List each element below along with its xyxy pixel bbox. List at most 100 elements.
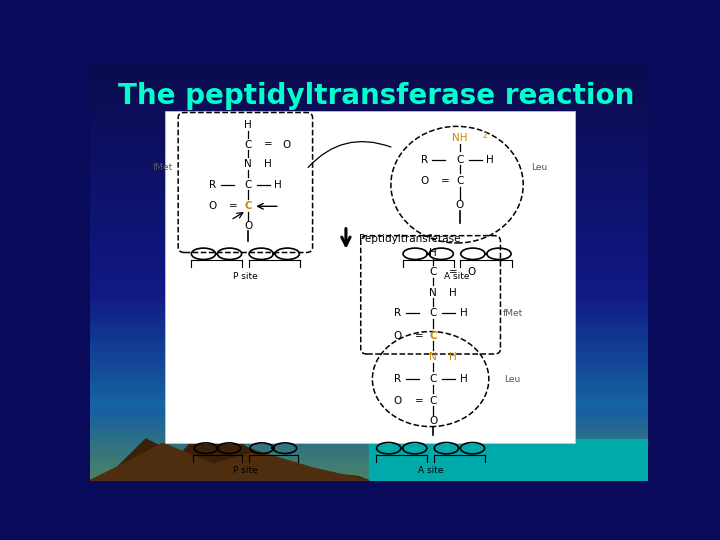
Bar	[90, 314, 648, 318]
Bar	[90, 106, 648, 110]
Bar	[90, 432, 648, 436]
Bar	[90, 366, 648, 370]
Bar	[90, 408, 648, 411]
Bar	[90, 155, 648, 158]
Text: =: =	[264, 139, 272, 150]
Bar	[90, 307, 648, 311]
Text: =: =	[449, 267, 458, 278]
Bar	[90, 211, 648, 214]
Bar	[90, 85, 648, 89]
Bar	[90, 231, 648, 234]
Bar	[90, 228, 648, 231]
Bar	[90, 245, 648, 248]
Bar	[90, 110, 648, 113]
Bar	[90, 377, 648, 380]
Bar	[90, 463, 648, 467]
Text: C: C	[430, 267, 437, 278]
Text: O: O	[468, 267, 476, 278]
Bar	[90, 363, 648, 366]
Bar	[90, 241, 648, 245]
Bar	[90, 248, 648, 252]
Bar	[90, 422, 648, 425]
Bar	[90, 467, 648, 470]
Bar	[90, 238, 648, 241]
Text: Peptidyltransferase: Peptidyltransferase	[359, 234, 461, 244]
Text: C: C	[456, 176, 464, 186]
Text: O: O	[456, 200, 464, 211]
Bar	[90, 293, 648, 297]
Text: =: =	[441, 176, 450, 186]
Bar	[90, 418, 648, 422]
Bar	[90, 415, 648, 418]
Bar	[90, 380, 648, 383]
Bar	[90, 325, 648, 328]
Text: O: O	[429, 416, 437, 427]
Bar	[90, 318, 648, 321]
Bar	[90, 453, 648, 456]
Text: N: N	[429, 353, 437, 362]
Bar	[90, 127, 648, 131]
Bar	[90, 404, 648, 408]
Bar	[90, 252, 648, 255]
Text: O: O	[420, 176, 428, 186]
Bar	[90, 134, 648, 138]
Bar	[90, 207, 648, 210]
Bar	[90, 332, 648, 335]
Bar	[369, 439, 648, 481]
Text: A site: A site	[444, 272, 470, 281]
Bar	[90, 117, 648, 120]
Bar	[90, 273, 648, 276]
Bar	[90, 290, 648, 294]
Bar	[90, 145, 648, 148]
Bar	[90, 217, 648, 221]
Bar	[90, 190, 648, 193]
Text: 2: 2	[482, 131, 487, 140]
Bar	[90, 397, 648, 401]
Bar	[90, 477, 648, 481]
Bar	[90, 269, 648, 273]
Bar	[90, 259, 648, 262]
Bar	[90, 346, 648, 349]
Text: =: =	[415, 331, 423, 341]
Text: fMet: fMet	[503, 309, 523, 318]
Bar	[90, 197, 648, 200]
Bar	[90, 401, 648, 404]
Text: O: O	[282, 139, 291, 150]
Bar	[90, 165, 648, 168]
Bar	[90, 287, 648, 290]
Bar	[90, 339, 648, 342]
Bar	[90, 103, 648, 106]
Bar	[90, 276, 648, 280]
Bar	[90, 168, 648, 172]
Polygon shape	[90, 443, 369, 481]
Text: H: H	[244, 120, 252, 130]
Text: R: R	[209, 180, 216, 190]
Bar	[90, 141, 648, 145]
Text: C: C	[430, 374, 437, 384]
Text: C: C	[429, 331, 437, 341]
Bar	[90, 411, 648, 415]
Bar	[90, 82, 648, 85]
Bar	[90, 221, 648, 224]
Bar	[90, 172, 648, 176]
Text: O: O	[209, 201, 217, 211]
Bar	[90, 370, 648, 373]
Bar	[90, 283, 648, 287]
Bar	[90, 89, 648, 92]
Bar	[90, 148, 648, 151]
Bar	[90, 394, 648, 397]
Bar	[90, 356, 648, 359]
Text: C: C	[244, 201, 252, 211]
Bar	[90, 158, 648, 162]
Bar	[90, 446, 648, 449]
Bar	[90, 162, 648, 165]
Bar	[90, 99, 648, 103]
Text: C: C	[244, 139, 252, 150]
Bar	[90, 304, 648, 307]
Bar	[90, 449, 648, 453]
Bar	[90, 383, 648, 387]
Bar	[90, 439, 648, 442]
Text: =: =	[415, 396, 423, 406]
Bar	[90, 349, 648, 353]
Polygon shape	[90, 418, 369, 481]
